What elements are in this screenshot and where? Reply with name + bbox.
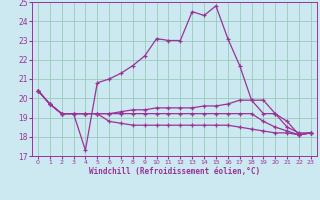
X-axis label: Windchill (Refroidissement éolien,°C): Windchill (Refroidissement éolien,°C) [89, 167, 260, 176]
